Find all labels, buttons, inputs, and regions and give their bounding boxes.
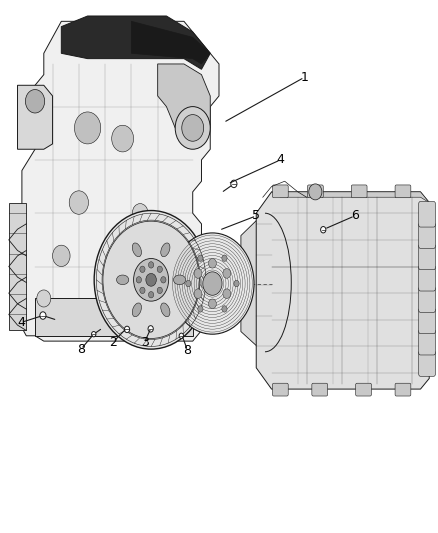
Text: 4: 4 bbox=[276, 154, 284, 166]
Circle shape bbox=[203, 272, 222, 295]
Circle shape bbox=[186, 280, 191, 287]
Ellipse shape bbox=[161, 303, 170, 317]
Circle shape bbox=[198, 306, 203, 312]
Circle shape bbox=[208, 299, 216, 309]
Circle shape bbox=[148, 262, 154, 268]
Circle shape bbox=[321, 227, 326, 233]
Text: 6: 6 bbox=[351, 209, 359, 222]
Circle shape bbox=[222, 306, 227, 312]
Polygon shape bbox=[18, 85, 53, 149]
Circle shape bbox=[146, 273, 156, 286]
Polygon shape bbox=[272, 192, 429, 203]
Ellipse shape bbox=[161, 243, 170, 257]
Circle shape bbox=[103, 221, 199, 338]
Text: 5: 5 bbox=[252, 209, 260, 222]
FancyBboxPatch shape bbox=[419, 308, 435, 334]
Circle shape bbox=[198, 255, 203, 261]
Circle shape bbox=[148, 326, 153, 332]
Circle shape bbox=[157, 287, 162, 294]
Ellipse shape bbox=[173, 275, 186, 285]
Circle shape bbox=[175, 107, 210, 149]
FancyBboxPatch shape bbox=[395, 185, 411, 198]
FancyBboxPatch shape bbox=[272, 383, 288, 396]
Circle shape bbox=[124, 326, 130, 333]
Text: 3: 3 bbox=[141, 336, 148, 349]
Circle shape bbox=[223, 289, 231, 298]
Circle shape bbox=[309, 184, 322, 200]
FancyBboxPatch shape bbox=[419, 201, 435, 227]
Circle shape bbox=[112, 125, 134, 152]
Circle shape bbox=[223, 269, 231, 278]
Circle shape bbox=[194, 289, 202, 298]
Polygon shape bbox=[158, 64, 210, 139]
Polygon shape bbox=[131, 21, 210, 64]
Circle shape bbox=[53, 245, 70, 266]
FancyBboxPatch shape bbox=[312, 383, 328, 396]
Polygon shape bbox=[61, 16, 210, 69]
Polygon shape bbox=[18, 21, 219, 341]
FancyBboxPatch shape bbox=[419, 329, 435, 355]
Circle shape bbox=[231, 180, 237, 188]
Polygon shape bbox=[241, 219, 258, 348]
FancyBboxPatch shape bbox=[419, 287, 435, 312]
Circle shape bbox=[74, 112, 101, 144]
FancyBboxPatch shape bbox=[356, 383, 371, 396]
FancyBboxPatch shape bbox=[307, 185, 323, 198]
Circle shape bbox=[94, 211, 208, 349]
Circle shape bbox=[157, 266, 162, 272]
Circle shape bbox=[161, 277, 166, 283]
FancyBboxPatch shape bbox=[419, 265, 435, 291]
Text: 8: 8 bbox=[184, 344, 191, 357]
Text: 2: 2 bbox=[109, 336, 117, 349]
Polygon shape bbox=[35, 298, 193, 336]
Circle shape bbox=[132, 204, 148, 223]
Circle shape bbox=[234, 280, 239, 287]
Circle shape bbox=[106, 257, 122, 276]
FancyBboxPatch shape bbox=[395, 383, 411, 396]
Circle shape bbox=[136, 277, 141, 283]
Polygon shape bbox=[9, 203, 26, 330]
Polygon shape bbox=[256, 192, 429, 389]
Circle shape bbox=[37, 290, 51, 307]
Circle shape bbox=[40, 312, 46, 319]
Circle shape bbox=[171, 233, 254, 334]
Text: 8: 8 bbox=[77, 343, 85, 356]
Circle shape bbox=[25, 90, 45, 113]
Circle shape bbox=[134, 259, 169, 301]
Ellipse shape bbox=[132, 303, 141, 317]
FancyBboxPatch shape bbox=[419, 223, 435, 248]
FancyBboxPatch shape bbox=[272, 185, 288, 198]
Circle shape bbox=[140, 266, 145, 272]
Text: 1: 1 bbox=[300, 71, 308, 84]
Circle shape bbox=[148, 292, 154, 298]
Ellipse shape bbox=[117, 275, 129, 285]
FancyBboxPatch shape bbox=[419, 351, 435, 376]
Circle shape bbox=[194, 269, 202, 278]
Circle shape bbox=[179, 333, 184, 338]
Circle shape bbox=[222, 255, 227, 261]
Text: 4: 4 bbox=[17, 316, 25, 329]
Circle shape bbox=[140, 287, 145, 294]
FancyBboxPatch shape bbox=[419, 244, 435, 270]
Circle shape bbox=[69, 191, 88, 214]
Circle shape bbox=[208, 259, 216, 268]
Circle shape bbox=[182, 115, 204, 141]
Ellipse shape bbox=[132, 243, 141, 257]
Circle shape bbox=[92, 332, 96, 337]
FancyBboxPatch shape bbox=[351, 185, 367, 198]
